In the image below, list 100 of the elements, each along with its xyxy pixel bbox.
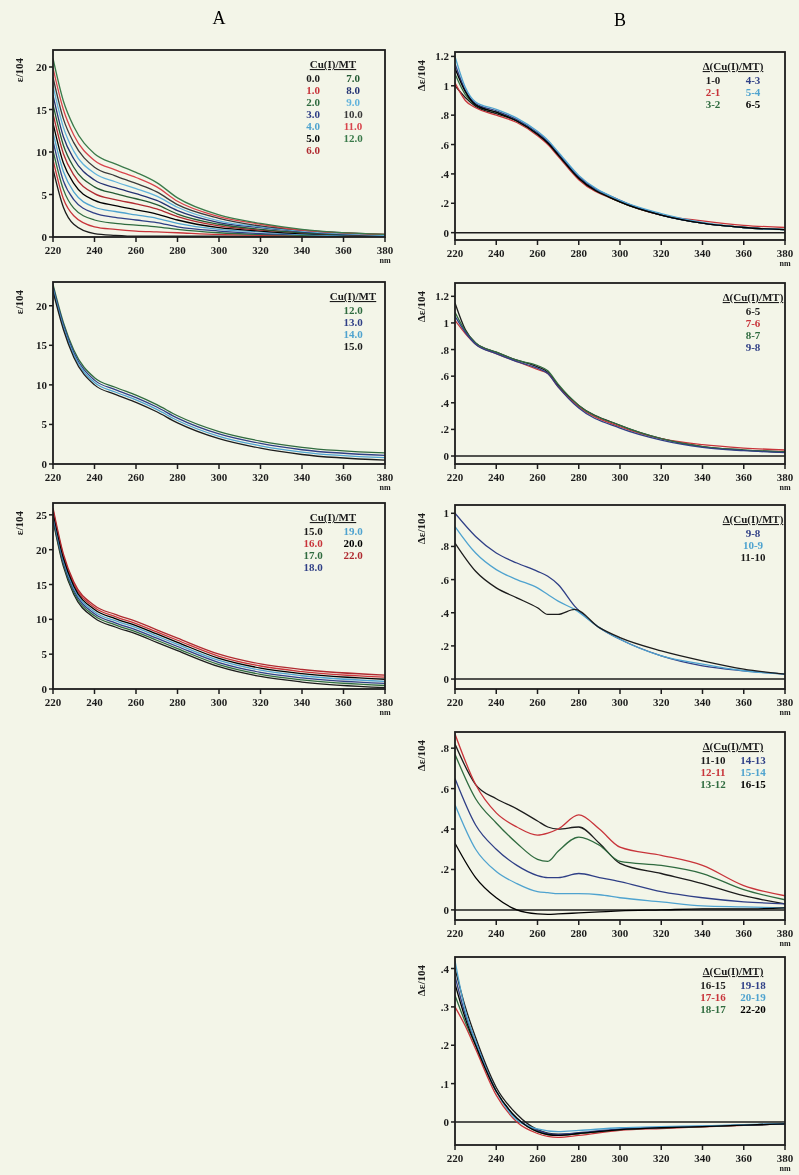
y-axis-title: Δε/104 [415, 964, 427, 997]
y-tick-label: .1 [440, 1077, 449, 1090]
y-tick-label: .4 [440, 167, 450, 180]
x-tick-label: 380 [376, 244, 394, 256]
chart-title: A [212, 8, 226, 28]
x-tick-label: 220 [446, 1152, 464, 1164]
x-tick-label: 260 [529, 927, 547, 939]
text: 8.0 [346, 84, 361, 96]
x-tick-label: 240 [488, 1152, 505, 1164]
text: 16-15 [740, 778, 767, 790]
x-tick-label: 380 [376, 696, 394, 708]
x-tick-label: 360 [735, 927, 753, 939]
x-tick-label: 340 [293, 244, 311, 256]
text: 1.0 [306, 84, 321, 96]
x-tick-label: 240 [86, 244, 104, 256]
x-tick-label: 240 [86, 696, 104, 708]
x-tick-label: 280 [570, 1152, 588, 1164]
x-tick-label: 220 [44, 471, 62, 483]
text: 2.0 [306, 96, 321, 108]
text: 6-5 [745, 305, 761, 317]
x-tick-label: 300 [611, 927, 629, 939]
y-tick-label: 0 [443, 1115, 450, 1128]
text: 18-17 [700, 1003, 727, 1015]
x-tick-label: 280 [570, 247, 588, 259]
x-tick-label: 380 [776, 1152, 794, 1164]
legend-title: Δ(Cu(I)/MT) [702, 60, 764, 73]
x-tick-label: 340 [293, 471, 311, 483]
y-tick-label: 5 [41, 418, 48, 431]
y-tick-label: .2 [440, 639, 450, 652]
text: 12.0 [343, 304, 364, 316]
x-tick-label: 220 [446, 696, 464, 708]
text: 5-4 [745, 86, 761, 98]
x-tick-label: 380 [776, 696, 794, 708]
y-axis-title: ε/104 [13, 57, 25, 83]
x-tick-label: 320 [252, 244, 270, 256]
x-tick-label: 360 [335, 244, 353, 256]
text: 14-13 [740, 754, 767, 766]
y-tick-label: .8 [440, 109, 450, 122]
x-tick-label: 280 [570, 696, 588, 708]
y-tick-label: 0 [41, 458, 48, 470]
y-tick-label: 15 [36, 578, 48, 591]
y-tick-label: .4 [440, 823, 450, 836]
x-tick-label: 340 [694, 471, 712, 483]
text: 17.0 [303, 549, 324, 561]
x-axis-title: nm [379, 708, 391, 717]
y-tick-label: 25 [36, 508, 48, 521]
y-tick-label: 0 [443, 226, 450, 239]
y-tick-label: 1.2 [435, 290, 450, 303]
text: 16.0 [303, 537, 324, 549]
y-tick-label: .8 [440, 742, 450, 755]
x-tick-label: 360 [335, 696, 353, 708]
text: 22-20 [740, 1003, 767, 1015]
x-tick-label: 340 [694, 927, 712, 939]
x-tick-label: 340 [293, 696, 311, 708]
y-axis-title: Δε/104 [415, 290, 427, 323]
x-tick-label: 320 [653, 471, 670, 483]
y-tick-label: .8 [440, 343, 450, 356]
text: 20.0 [343, 537, 364, 549]
text: 4-3 [745, 74, 761, 86]
y-tick-label: .4 [440, 396, 450, 409]
y-axis-title: ε/104 [13, 289, 25, 315]
text: 13.0 [343, 316, 364, 328]
x-tick-label: 320 [653, 927, 670, 939]
text: 22.0 [343, 549, 364, 561]
x-axis-title: nm [779, 708, 791, 717]
legend-title: Δ(Cu(I)/MT) [702, 965, 764, 978]
text: 17-16 [700, 991, 727, 1003]
text: 19-18 [740, 979, 767, 991]
x-tick-label: 220 [446, 247, 464, 259]
x-tick-label: 380 [376, 471, 394, 483]
x-tick-label: 380 [776, 247, 794, 259]
y-axis-title: Δε/104 [415, 512, 427, 545]
x-tick-label: 280 [169, 471, 187, 483]
x-tick-label: 320 [653, 696, 670, 708]
text: 0.0 [306, 72, 321, 84]
legend-title: Δ(Cu(I)/MT) [702, 740, 764, 753]
y-tick-label: 0 [443, 673, 450, 686]
y-axis-title: Δε/104 [415, 59, 427, 92]
text: 15.0 [343, 340, 364, 352]
y-tick-label: 5 [41, 188, 48, 201]
y-tick-label: 1 [443, 79, 449, 92]
x-axis-title: nm [779, 1164, 791, 1173]
x-tick-label: 300 [611, 696, 629, 708]
chart-title: B [613, 10, 627, 30]
x-tick-label: 240 [86, 471, 104, 483]
text: 8-7 [745, 329, 761, 341]
x-axis-title: nm [779, 939, 791, 948]
text: 10-9 [742, 539, 764, 551]
y-tick-label: 0 [443, 450, 450, 463]
text: 20-19 [740, 991, 767, 1003]
y-tick-label: 10 [36, 613, 48, 626]
text: 15-14 [740, 766, 767, 778]
text: 9-8 [745, 527, 761, 539]
text: 18.0 [303, 561, 324, 573]
x-tick-label: 260 [529, 471, 547, 483]
x-tick-label: 300 [210, 471, 228, 483]
text: 9-8 [745, 341, 761, 353]
x-tick-label: 320 [653, 247, 670, 259]
x-tick-label: 340 [694, 1152, 712, 1164]
y-tick-label: 20 [36, 299, 48, 312]
